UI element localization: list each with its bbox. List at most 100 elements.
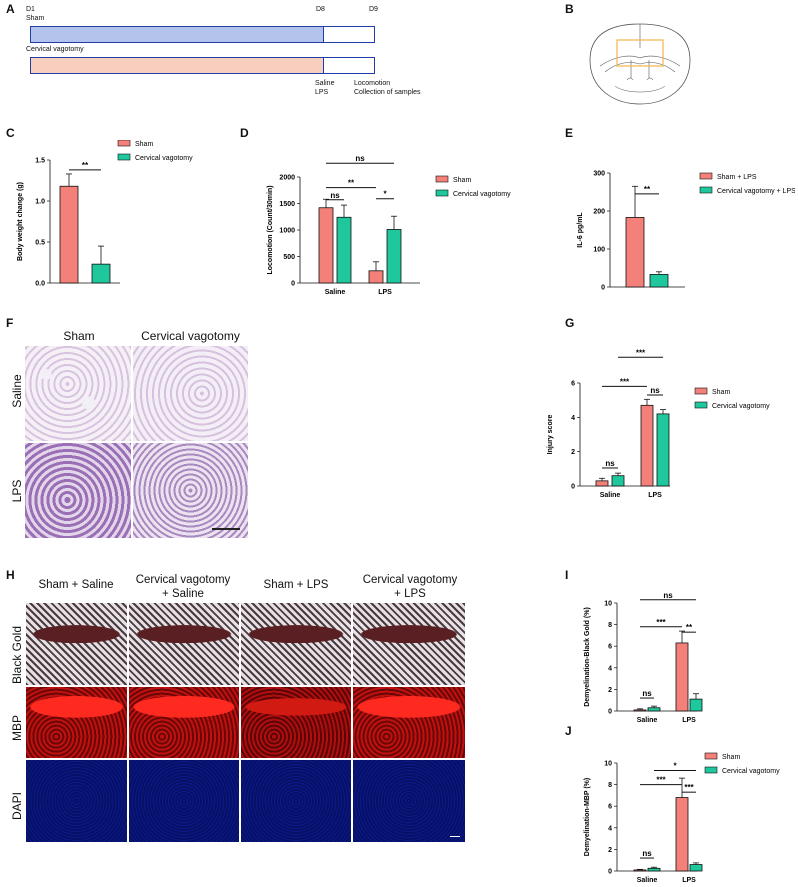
chart-g-injury-score: 0 2 4 6 Injury score Saline LPS ns *** *** ns Sham C…	[547, 348, 770, 499]
region-of-interest-box	[616, 39, 664, 67]
x-tick-label: Saline	[600, 492, 621, 499]
f-col-sham: Sham	[63, 329, 95, 343]
bar	[649, 274, 669, 288]
legend-label: Sham + LPS	[717, 174, 757, 181]
significance-label: ***	[636, 348, 646, 357]
timeline-lps: LPS	[315, 89, 329, 96]
chart-d-locomotion: 0 500 1000 1500 2000 Locomotion (Count/30min)…	[267, 154, 511, 296]
bar	[595, 480, 609, 487]
y-tick-label: 8	[608, 782, 612, 789]
y-tick-label: 0	[601, 285, 605, 292]
significance-label: **	[348, 179, 355, 188]
bar	[386, 229, 402, 284]
timeline-vag-day9	[323, 57, 375, 74]
mbp-sham-lps	[241, 687, 351, 758]
h-col-vag-saline-line2: + Saline	[162, 588, 204, 600]
x-tick-label: LPS	[682, 717, 696, 724]
y-tick-label: 8	[608, 622, 612, 629]
significance-label: *	[673, 762, 677, 771]
timeline-d1: D1	[26, 6, 35, 13]
significance-label: ***	[656, 776, 666, 785]
panel-label-i: I	[565, 568, 569, 582]
panel-label-j: J	[565, 724, 572, 738]
bg-vag-lps	[353, 603, 465, 685]
panel-label-d: D	[240, 126, 249, 140]
panel-label-a: A	[6, 2, 15, 16]
h-col-vag-saline: Cervical vagotomy + Saline	[127, 573, 239, 601]
significance-label: **	[686, 623, 693, 632]
panel-label-f: F	[6, 316, 14, 330]
bar	[633, 709, 647, 712]
significance-label: ns	[663, 591, 673, 600]
bar	[675, 642, 689, 712]
y-tick-label: 0.0	[35, 281, 45, 288]
dapi-vag-lps	[353, 760, 465, 842]
h-row-dapi: DAPI	[10, 792, 24, 821]
significance-label: ***	[684, 783, 694, 792]
y-axis-label: Demyelination-MBP (%)	[584, 778, 591, 856]
significance-label: ns	[650, 386, 660, 395]
legend-swatch	[435, 175, 449, 183]
dapi-scale-bar	[450, 835, 460, 837]
legend-swatch	[699, 186, 713, 194]
f-row-lps: LPS	[10, 479, 24, 503]
y-tick-label: 4	[608, 825, 612, 832]
f-row-saline: Saline	[10, 374, 24, 408]
y-tick-label: 200	[593, 209, 605, 216]
bar	[611, 475, 625, 487]
h-col-vag-lps-line2: + LPS	[394, 588, 426, 600]
histology-sham-lps	[25, 443, 131, 538]
y-tick-label: 1000	[279, 228, 295, 235]
y-tick-label: 10	[604, 761, 612, 768]
h-col-sham-saline: Sham + Saline	[38, 579, 114, 591]
legend-swatch	[699, 172, 713, 180]
significance-label: ***	[656, 618, 666, 627]
scale-bar	[212, 528, 240, 530]
timeline-sham-bar	[30, 26, 324, 43]
dapi-sham-lps	[241, 760, 351, 842]
mbp-vag-lps	[353, 687, 465, 758]
bar	[656, 413, 670, 487]
panel-label-e: E	[565, 126, 574, 140]
timeline-vag-label: Cervical vagotomy	[26, 46, 84, 53]
mbp-vag-saline	[129, 687, 239, 758]
bg-sham-saline	[26, 603, 127, 685]
y-axis-label: Body weight change (g)	[17, 182, 24, 261]
bar	[675, 797, 689, 872]
legend-label: Cervical vagotomy	[712, 403, 770, 410]
panel-b-brain-diagram	[589, 23, 691, 105]
significance-label: ***	[620, 377, 630, 386]
bar	[625, 217, 645, 288]
bar	[59, 185, 79, 284]
y-tick-label: 2	[608, 687, 612, 694]
bar	[640, 404, 654, 487]
y-tick-label: 4	[608, 665, 612, 672]
significance-label: ns	[642, 689, 652, 698]
legend-label: Cervical vagotomy	[135, 155, 193, 162]
timeline-locomotion: Locomotion	[354, 80, 391, 87]
dapi-vag-saline	[129, 760, 239, 842]
y-axis-label: IL-6 pg/mL	[577, 212, 584, 248]
significance-label: **	[644, 185, 651, 194]
bar	[633, 869, 647, 872]
significance-label: ns	[355, 154, 365, 163]
legend-swatch	[694, 387, 708, 395]
legend-label: Sham	[453, 177, 471, 184]
panel-label-h: H	[6, 568, 15, 582]
y-tick-label: 1500	[279, 201, 295, 208]
legend-swatch	[117, 140, 131, 147]
y-tick-label: 1.0	[35, 199, 45, 206]
legend-swatch	[435, 189, 449, 197]
bar	[91, 263, 111, 284]
chart-c-body-weight: 0.0 0.5 1.0 1.5 Body weight change (g) ** Sham…	[17, 140, 193, 288]
significance-label: ns	[330, 191, 340, 200]
significance-label: **	[82, 161, 89, 170]
bg-sham-lps	[241, 603, 351, 685]
h-col-vag-lps-line1: Cervical vagotomy	[362, 574, 458, 586]
h-col-sham-lps: Sham + LPS	[263, 579, 329, 591]
y-tick-label: 2	[571, 449, 575, 456]
legend-label: Cervical vagotomy + LPS	[717, 188, 795, 195]
bar	[368, 270, 384, 284]
legend-swatch	[704, 752, 718, 760]
x-tick-label: Saline	[637, 877, 658, 884]
